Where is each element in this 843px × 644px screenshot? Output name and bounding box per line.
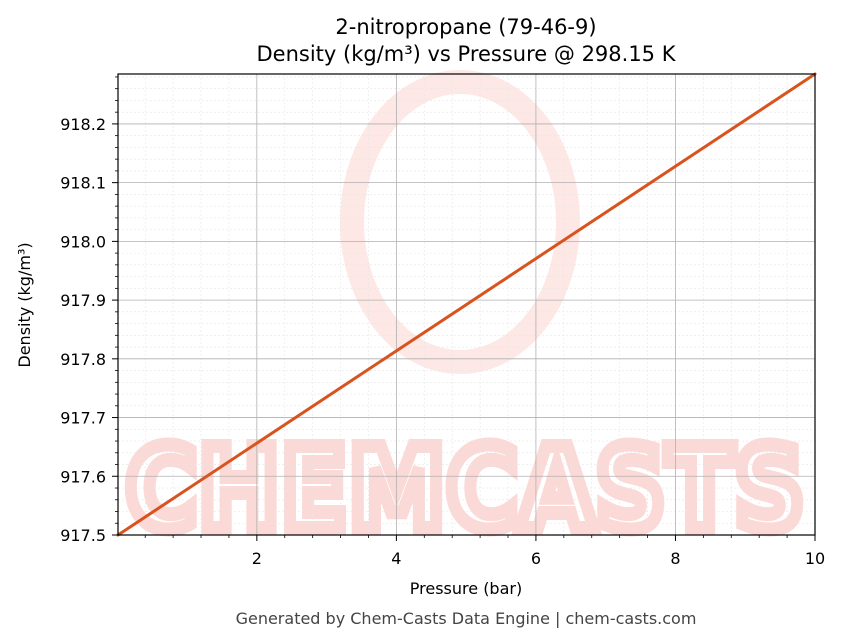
y-tick-label: 917.9 <box>60 291 106 310</box>
y-tick-label: 917.7 <box>60 409 106 428</box>
svg-text:CHEMCASTS: CHEMCASTS <box>126 425 806 555</box>
y-axis: 917.5 917.6 917.7 917.8 917.9 918.0 918.1 918.2 <box>60 76 118 545</box>
chart-subtitle: Density (kg/m³) vs Pressure @ 298.15 K <box>256 42 676 66</box>
x-tick-label: 4 <box>391 549 401 568</box>
y-tick-label: 917.5 <box>60 526 106 545</box>
y-tick-label: 917.6 <box>60 467 106 486</box>
x-tick-label: 10 <box>805 549 825 568</box>
x-axis: 2 4 6 8 10 <box>144 535 825 568</box>
major-grid <box>118 74 815 535</box>
series-layer <box>116 72 817 537</box>
density-series-line <box>116 72 817 537</box>
y-tick-label: 918.0 <box>60 232 106 251</box>
x-tick-label: 6 <box>531 549 541 568</box>
y-tick-label: 918.2 <box>60 115 106 134</box>
footer-credit: Generated by Chem-Casts Data Engine | ch… <box>236 609 697 628</box>
watermark: CHEMCASTS <box>119 70 811 562</box>
y-tick-label: 917.8 <box>60 350 106 369</box>
x-axis-label: Pressure (bar) <box>410 579 522 598</box>
chart-title: 2-nitropropane (79-46-9) <box>335 15 596 39</box>
y-axis-label: Density (kg/m³) <box>15 242 34 367</box>
minor-grid <box>118 74 815 535</box>
y-tick-label: 918.1 <box>60 174 106 193</box>
x-tick-label: 8 <box>670 549 680 568</box>
x-tick-label: 2 <box>252 549 262 568</box>
plot-area-frame <box>117 73 816 536</box>
